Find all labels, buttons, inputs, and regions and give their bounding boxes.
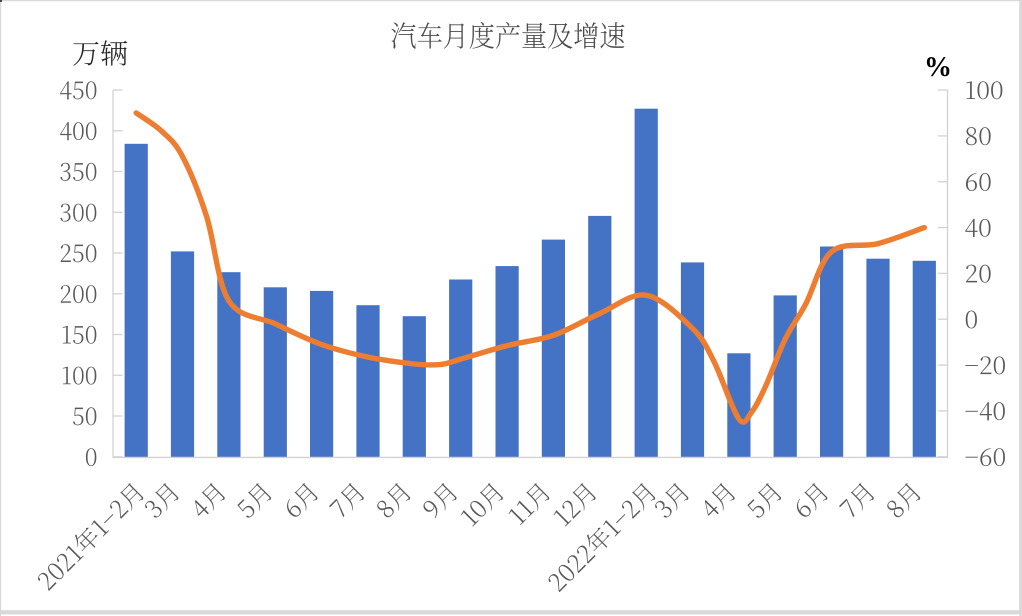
svg-text:%: %: [924, 52, 952, 83]
